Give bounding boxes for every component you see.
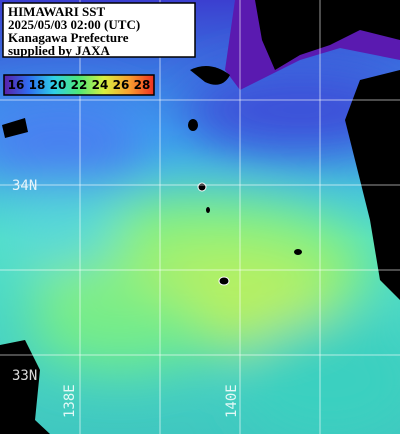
island [218,276,230,286]
lat-label: 34N [12,178,37,194]
colorbar-label: 24 [92,78,109,92]
colorbar-label: 28 [134,78,151,92]
land [2,118,28,138]
sst-field [0,65,400,434]
title-line: HIMAWARI SST [8,4,105,19]
lat-label: 33N [12,368,37,384]
colorbar-label: 26 [113,78,130,92]
colorbar-label: 20 [50,78,67,92]
colorbar-label: 16 [8,78,25,92]
land [255,0,400,70]
land [190,66,230,85]
island [197,182,207,192]
island [188,119,198,131]
colorbar-bar [3,74,155,96]
colorbar-label: 22 [71,78,88,92]
title-line: Kanagawa Prefecture [8,30,129,45]
colorbar: 16 18 20 22 24 26 28 [3,74,155,96]
title-line: 2025/05/03 02:00 (UTC) [8,17,140,32]
title-line: supplied by JAXA [8,43,110,58]
island [294,249,302,255]
title-box [2,2,196,58]
land [0,340,50,434]
lon-label: 138E [62,384,78,418]
lon-label: 140E [224,384,240,418]
colorbar-label: 18 [29,78,46,92]
island [206,207,210,213]
